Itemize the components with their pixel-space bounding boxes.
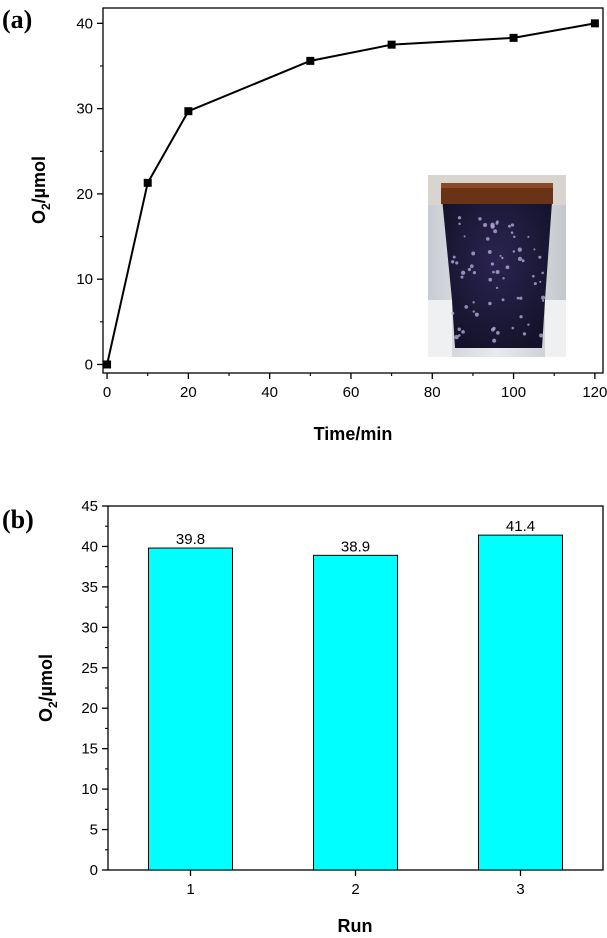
y-tick-label: 0 <box>90 862 98 879</box>
y-tick-label: 10 <box>76 271 93 288</box>
data-point <box>143 178 152 187</box>
x-tick-label: 0 <box>103 384 111 401</box>
panel-b-label: (b) <box>2 505 34 534</box>
x-tick-label: 3 <box>516 881 524 898</box>
panel-a-markers <box>103 19 599 369</box>
bar-value-label: 38.9 <box>341 538 370 555</box>
data-point <box>590 19 599 28</box>
data-point <box>103 360 112 369</box>
panel-a: (a) 0 20 40 60 80 100 120 0 10 20 30 40 Time/min O… <box>2 5 607 444</box>
panel-b-y-title: O2/µmol <box>36 654 60 722</box>
data-point <box>509 33 518 42</box>
y-tick-label: 35 <box>81 579 98 596</box>
panel-a-x-title: Time/min <box>314 424 393 444</box>
panel-b-x-ticks: 1 2 3 <box>186 870 525 898</box>
y-tick-label: 30 <box>76 101 93 118</box>
y-tick-label: 10 <box>81 781 98 798</box>
y-tick-label: 40 <box>76 15 93 32</box>
x-tick-label: 1 <box>186 881 194 898</box>
x-tick-label: 100 <box>501 384 526 401</box>
data-point <box>387 40 396 49</box>
y-tick-label: 20 <box>76 186 93 203</box>
x-tick-label: 40 <box>261 384 278 401</box>
y-tick-label: 5 <box>90 822 98 839</box>
bar-value-label: 41.4 <box>506 518 535 535</box>
bar <box>478 534 563 871</box>
y-tick-label: 45 <box>81 498 98 515</box>
y-tick-label: 0 <box>85 356 93 373</box>
y-tick-label: 40 <box>81 538 98 555</box>
x-tick-label: 60 <box>343 384 360 401</box>
bar <box>313 554 398 871</box>
y-tick-label: 25 <box>81 660 98 677</box>
panel-b-y-ticks: 0 5 10 15 20 25 30 35 40 45 <box>81 498 108 879</box>
panel-a-x-ticks: 0 20 40 60 80 100 120 <box>103 373 607 401</box>
panel-a-y-ticks: 0 10 20 30 40 <box>76 15 103 373</box>
y-tick-label: 30 <box>81 619 98 636</box>
x-tick-label: 2 <box>351 881 359 898</box>
panel-b-bars: 39.8 38.9 41.4 <box>148 518 563 871</box>
panel-b-x-title: Run <box>338 916 373 936</box>
panel-a-y-title: O2/µmol <box>29 156 53 224</box>
data-point <box>184 107 193 116</box>
inset-photo <box>428 175 566 357</box>
x-tick-label: 80 <box>424 384 441 401</box>
x-tick-label: 20 <box>180 384 197 401</box>
panel-a-label: (a) <box>2 5 32 34</box>
y-tick-label: 20 <box>81 700 98 717</box>
bar <box>148 547 233 871</box>
data-point <box>306 56 315 65</box>
bar-value-label: 39.8 <box>176 531 205 548</box>
x-tick-label: 120 <box>582 384 607 401</box>
y-tick-label: 15 <box>81 741 98 758</box>
panel-a-frame <box>102 7 604 374</box>
